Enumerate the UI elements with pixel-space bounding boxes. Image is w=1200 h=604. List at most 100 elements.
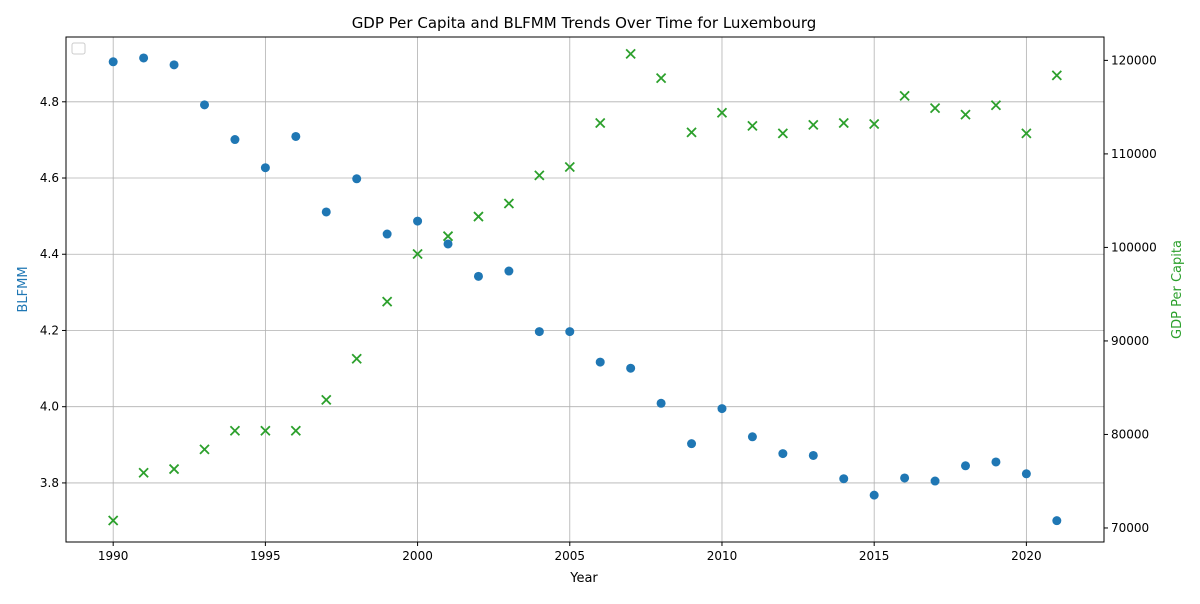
chart-title: GDP Per Capita and BLFMM Trends Over Tim… [352, 14, 817, 32]
y-axis-right: 70000 80000 90000 100000 110000 120000 [1104, 53, 1157, 535]
blfmm-point [808, 450, 818, 460]
x-tick-label: 2005 [555, 549, 586, 563]
gdp-point [351, 353, 362, 364]
gdp-series [108, 48, 1062, 526]
blfmm-point [991, 457, 1001, 467]
grid [66, 37, 1104, 542]
blfmm-point [504, 266, 514, 276]
gdp-point [655, 73, 667, 84]
y-left-tick-label: 4.0 [40, 400, 59, 414]
y-left-tick-label: 4.4 [40, 247, 59, 261]
gdp-point [260, 425, 271, 436]
gdp-point [290, 425, 301, 436]
gdp-point-stroke [351, 353, 362, 364]
blfmm-point [1021, 469, 1031, 479]
y-right-tick-label: 110000 [1111, 147, 1157, 161]
gdp-point-stroke [686, 127, 697, 138]
blfmm-point [139, 53, 149, 63]
gdp-point-stroke [899, 90, 910, 102]
y-right-tick-label: 70000 [1111, 521, 1149, 535]
gdp-point [382, 296, 393, 307]
x-tick-label: 2020 [1011, 549, 1042, 563]
gdp-point [838, 117, 849, 129]
blfmm-series [108, 53, 1062, 526]
gdp-point-stroke [625, 48, 636, 59]
gdp-point-stroke [777, 128, 788, 139]
blfmm-point [778, 449, 788, 459]
gdp-point [229, 425, 241, 436]
gdp-point-stroke [869, 118, 880, 130]
blfmm-point [230, 135, 240, 145]
gdp-point [564, 161, 575, 173]
gdp-point [503, 198, 515, 209]
y-right-tick-label: 80000 [1111, 427, 1149, 441]
gdp-point [899, 90, 910, 102]
blfmm-point [687, 439, 697, 449]
gdp-point-stroke [108, 515, 119, 526]
gdp-point-stroke [412, 248, 423, 260]
x-tick-label: 1995 [250, 549, 281, 563]
blfmm-point [565, 327, 575, 337]
gdp-point [138, 467, 149, 478]
y-left-tick-label: 4.6 [40, 171, 59, 185]
blfmm-point [321, 207, 331, 217]
gdp-point [777, 128, 788, 139]
gdp-point [960, 109, 971, 120]
gdp-point-stroke [473, 211, 484, 222]
gdp-point [168, 463, 180, 475]
y-left-tick-label: 3.8 [40, 476, 59, 490]
gdp-point [747, 120, 758, 131]
gdp-point-stroke [990, 100, 1002, 111]
x-tick-label: 2010 [707, 549, 738, 563]
y-right-tick-label: 120000 [1111, 53, 1157, 67]
y-right-tick-label: 90000 [1111, 334, 1149, 348]
gdp-point [534, 170, 545, 181]
blfmm-point [382, 229, 392, 239]
gdp-point-stroke [503, 198, 515, 209]
gdp-point-stroke [138, 467, 149, 478]
blfmm-point [656, 398, 666, 408]
gdp-point [595, 117, 606, 129]
gdp-point-stroke [747, 120, 758, 131]
blfmm-point [413, 216, 423, 226]
gdp-point [625, 48, 636, 59]
gdp-point-stroke [199, 444, 210, 455]
gdp-point-stroke [929, 102, 941, 114]
x-tick-label: 2015 [859, 549, 890, 563]
gdp-point-stroke [564, 161, 575, 173]
gdp-point [686, 127, 697, 138]
legend-box [71, 42, 86, 55]
gdp-point-stroke [1021, 128, 1032, 139]
blfmm-point [869, 490, 879, 500]
y-left-tick-label: 4.2 [40, 323, 59, 337]
blfmm-point [626, 363, 636, 373]
blfmm-point [1052, 516, 1062, 526]
gdp-point [412, 248, 423, 260]
blfmm-point [717, 404, 727, 414]
blfmm-point [291, 131, 301, 141]
blfmm-point [900, 473, 910, 483]
gdp-point-stroke [442, 231, 454, 242]
blfmm-point [747, 432, 757, 442]
gdp-point-stroke [260, 425, 271, 436]
gdp-point-stroke [960, 109, 971, 120]
plot-area [108, 48, 1062, 526]
blfmm-point [169, 60, 179, 70]
blfmm-point [200, 100, 210, 110]
gdp-point [108, 515, 119, 526]
gdp-point-stroke [595, 117, 606, 129]
gdp-point-stroke [382, 296, 393, 307]
y-axis-left-label: BLFMM [16, 266, 31, 312]
blfmm-point [595, 357, 605, 367]
blfmm-point [960, 461, 970, 471]
blfmm-point [108, 57, 118, 67]
gdp-point [321, 394, 332, 405]
gdp-point [869, 118, 880, 130]
y-right-tick-label: 100000 [1111, 240, 1157, 254]
gdp-point [808, 119, 819, 131]
gdp-point [199, 444, 210, 455]
x-tick-label: 2000 [402, 549, 433, 563]
blfmm-point [443, 239, 453, 249]
